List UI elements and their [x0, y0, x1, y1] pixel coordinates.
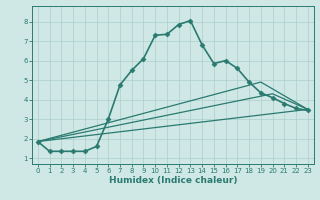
X-axis label: Humidex (Indice chaleur): Humidex (Indice chaleur)	[108, 176, 237, 185]
